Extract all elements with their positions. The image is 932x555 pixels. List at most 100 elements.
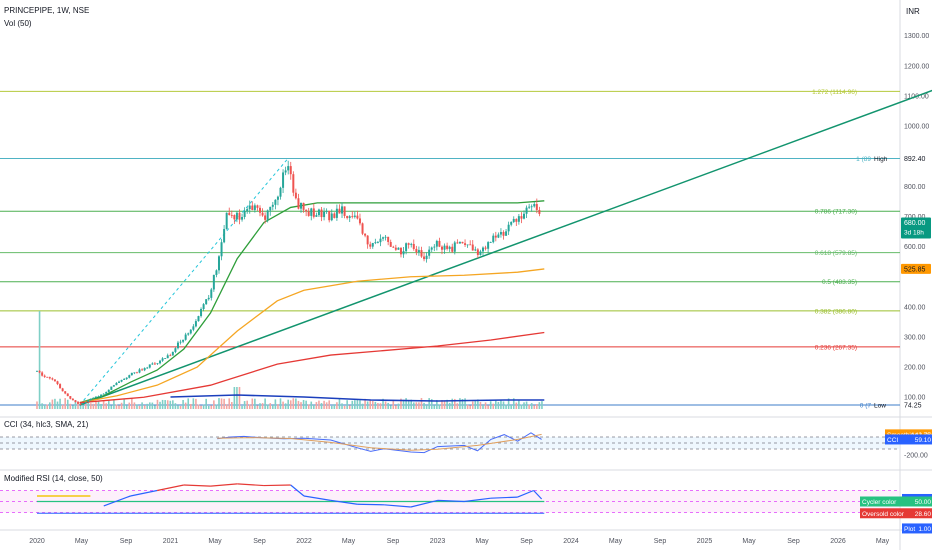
volume-bar	[228, 398, 231, 409]
volume-bar	[61, 404, 64, 409]
volume-bar	[107, 399, 110, 409]
candle-body	[228, 212, 231, 215]
volume-bar	[441, 399, 443, 409]
volume-bar	[251, 398, 254, 409]
rsi-legend-value: 1.00	[918, 526, 931, 533]
candle-body	[192, 326, 195, 330]
volume-bar	[530, 403, 533, 409]
candle-body	[435, 240, 438, 247]
volume-bar	[207, 405, 210, 409]
volume-bar	[161, 399, 164, 409]
volume-bar	[533, 405, 536, 409]
volume-bar	[177, 405, 179, 409]
candle-body	[410, 243, 413, 245]
rsi-segment	[464, 497, 491, 503]
volume-bar	[318, 400, 320, 409]
volume-bar	[202, 404, 205, 409]
volume-bar	[69, 403, 72, 409]
volume-bar	[400, 398, 402, 409]
volume-bar	[151, 402, 154, 409]
fib-level-label: 1 (89	[856, 156, 871, 163]
volume-bar	[415, 402, 418, 409]
rsi-segment	[303, 495, 331, 501]
volume-bar	[261, 403, 264, 409]
candle-body	[366, 235, 369, 245]
volume-bar	[266, 404, 269, 409]
volume-bar	[54, 398, 56, 409]
candle-body	[297, 198, 300, 209]
volume-bar	[133, 402, 136, 409]
volume-bar	[536, 404, 538, 409]
candle-body	[235, 212, 238, 220]
candle-body	[100, 394, 103, 397]
candle-body	[225, 212, 228, 229]
candle-body	[292, 174, 295, 193]
volume-bar	[438, 404, 441, 409]
volume-bar	[143, 405, 146, 409]
volume-bar	[246, 400, 248, 409]
volume-bar	[254, 398, 256, 409]
volume-bar	[484, 402, 487, 409]
cci-smoothing-line	[217, 433, 542, 451]
volume-bar	[113, 399, 115, 409]
volume-bar	[102, 400, 105, 409]
candle-body	[505, 231, 508, 236]
x-tick-label: Sep	[387, 538, 400, 545]
candle-body	[66, 393, 69, 397]
candle-body	[300, 202, 303, 209]
x-tick-label: May	[742, 538, 756, 545]
x-tick-label: 2026	[830, 538, 846, 545]
fib-level-label: 0.236 (267.35)	[815, 344, 857, 351]
candle-body	[251, 205, 254, 210]
x-tick-label: Sep	[654, 538, 667, 545]
candle-body	[458, 241, 461, 244]
rsi-legend-label: Cycler color	[862, 499, 897, 506]
candle-body	[307, 211, 310, 216]
volume-bar	[59, 398, 61, 409]
volume-bar	[466, 404, 469, 409]
rsi-title: Modified RSI (14, close, 50)	[4, 474, 103, 483]
sma-red-line	[79, 331, 545, 404]
last-price-badge	[901, 217, 931, 239]
x-tick-label: 2020	[29, 538, 45, 545]
volume-bar	[507, 398, 510, 409]
volume-bar	[87, 401, 90, 409]
candle-body	[97, 396, 100, 398]
candle-body	[182, 339, 185, 342]
candle-body	[159, 360, 162, 364]
candle-body	[215, 270, 218, 275]
candle-body	[397, 247, 400, 250]
volume-bar	[233, 387, 236, 409]
candle-body	[476, 249, 479, 255]
volume-bar	[461, 399, 464, 409]
candle-body	[230, 214, 233, 216]
candle-body	[315, 215, 318, 217]
candle-body	[217, 256, 220, 271]
volume-bar	[148, 402, 151, 409]
volume-bar	[379, 403, 382, 409]
candle-body	[94, 396, 97, 398]
candle-body	[520, 216, 523, 219]
candle-body	[487, 242, 490, 249]
volume-bar	[297, 400, 300, 409]
candle-body	[246, 209, 249, 212]
candle-body	[305, 209, 308, 212]
volume-bar	[72, 405, 74, 409]
y-tick-label: 700.00	[904, 214, 926, 221]
candle-body	[392, 246, 395, 248]
volume-bar	[497, 401, 500, 409]
candle-body	[492, 235, 495, 243]
candle-body	[256, 205, 259, 208]
volume-bar	[487, 405, 489, 409]
volume-bar	[282, 401, 284, 409]
volume-bar	[392, 400, 395, 409]
rsi-legend-value: 28.60	[915, 511, 932, 518]
candle-body	[376, 242, 379, 243]
candle-body	[92, 397, 95, 399]
volume-bar	[510, 404, 512, 409]
candle-body	[302, 202, 305, 210]
volume-bar	[189, 403, 192, 409]
sma-orange-line	[79, 268, 545, 404]
volume-bar	[197, 404, 200, 409]
